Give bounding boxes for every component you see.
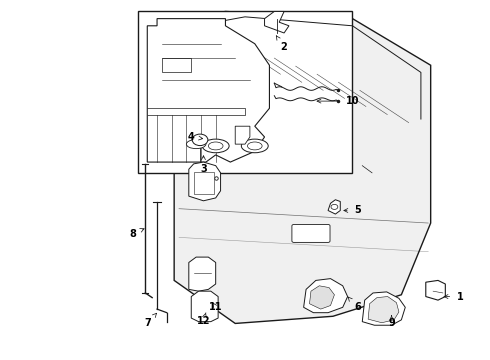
Polygon shape <box>189 257 216 291</box>
Text: 8: 8 <box>129 229 144 239</box>
Ellipse shape <box>242 139 268 153</box>
Polygon shape <box>368 297 399 323</box>
Polygon shape <box>310 286 334 309</box>
Polygon shape <box>235 126 250 144</box>
Ellipse shape <box>186 140 206 149</box>
Polygon shape <box>191 291 218 321</box>
Circle shape <box>331 204 338 210</box>
Polygon shape <box>304 279 347 313</box>
Polygon shape <box>174 12 431 323</box>
Text: 4: 4 <box>188 132 203 142</box>
Polygon shape <box>147 108 245 116</box>
Text: 11: 11 <box>209 302 222 312</box>
Polygon shape <box>426 280 445 300</box>
Circle shape <box>192 134 208 145</box>
Text: 6: 6 <box>348 297 361 312</box>
Text: 1: 1 <box>444 292 464 302</box>
Polygon shape <box>189 162 220 201</box>
Polygon shape <box>362 292 405 325</box>
Text: 5: 5 <box>344 206 361 216</box>
FancyBboxPatch shape <box>292 225 330 242</box>
Text: 3: 3 <box>200 156 207 174</box>
Polygon shape <box>265 12 289 33</box>
Ellipse shape <box>208 142 223 150</box>
Text: 7: 7 <box>144 313 156 328</box>
Text: 10: 10 <box>317 96 359 106</box>
Text: 2: 2 <box>276 36 288 52</box>
Bar <box>162 58 191 72</box>
Text: 9: 9 <box>388 316 395 328</box>
Bar <box>138 12 352 173</box>
Ellipse shape <box>247 142 262 150</box>
Bar <box>194 172 214 194</box>
Polygon shape <box>328 200 340 214</box>
Ellipse shape <box>202 139 229 153</box>
Text: 12: 12 <box>196 313 210 325</box>
Polygon shape <box>147 19 270 162</box>
